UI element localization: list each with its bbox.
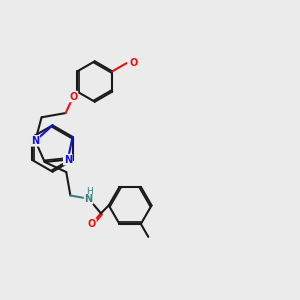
Text: N: N — [64, 154, 72, 165]
Text: O: O — [88, 219, 96, 229]
Text: N: N — [31, 136, 39, 146]
Text: O: O — [130, 58, 138, 68]
Text: N: N — [85, 194, 93, 204]
Text: H: H — [86, 188, 93, 196]
Text: O: O — [69, 92, 77, 101]
